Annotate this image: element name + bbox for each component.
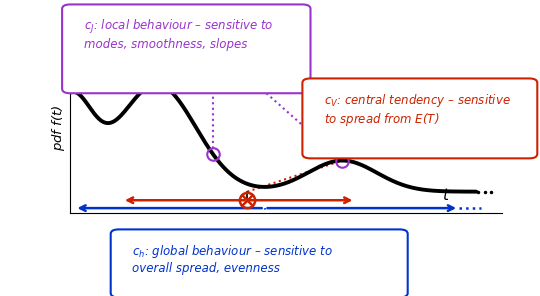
Text: $t$: $t$ <box>442 186 450 202</box>
Text: $c_J$: local behaviour – sensitive to
modes, smoothness, slopes: $c_J$: local behaviour – sensitive to mo… <box>84 18 273 51</box>
Text: $c_V$: central tendency – sensitive
to spread from E($T$): $c_V$: central tendency – sensitive to s… <box>324 92 511 128</box>
Y-axis label: pdf $f$($t$): pdf $f$($t$) <box>50 104 68 151</box>
Text: $c_h$: global behaviour – sensitive to
overall spread, evenness: $c_h$: global behaviour – sensitive to o… <box>132 243 333 275</box>
